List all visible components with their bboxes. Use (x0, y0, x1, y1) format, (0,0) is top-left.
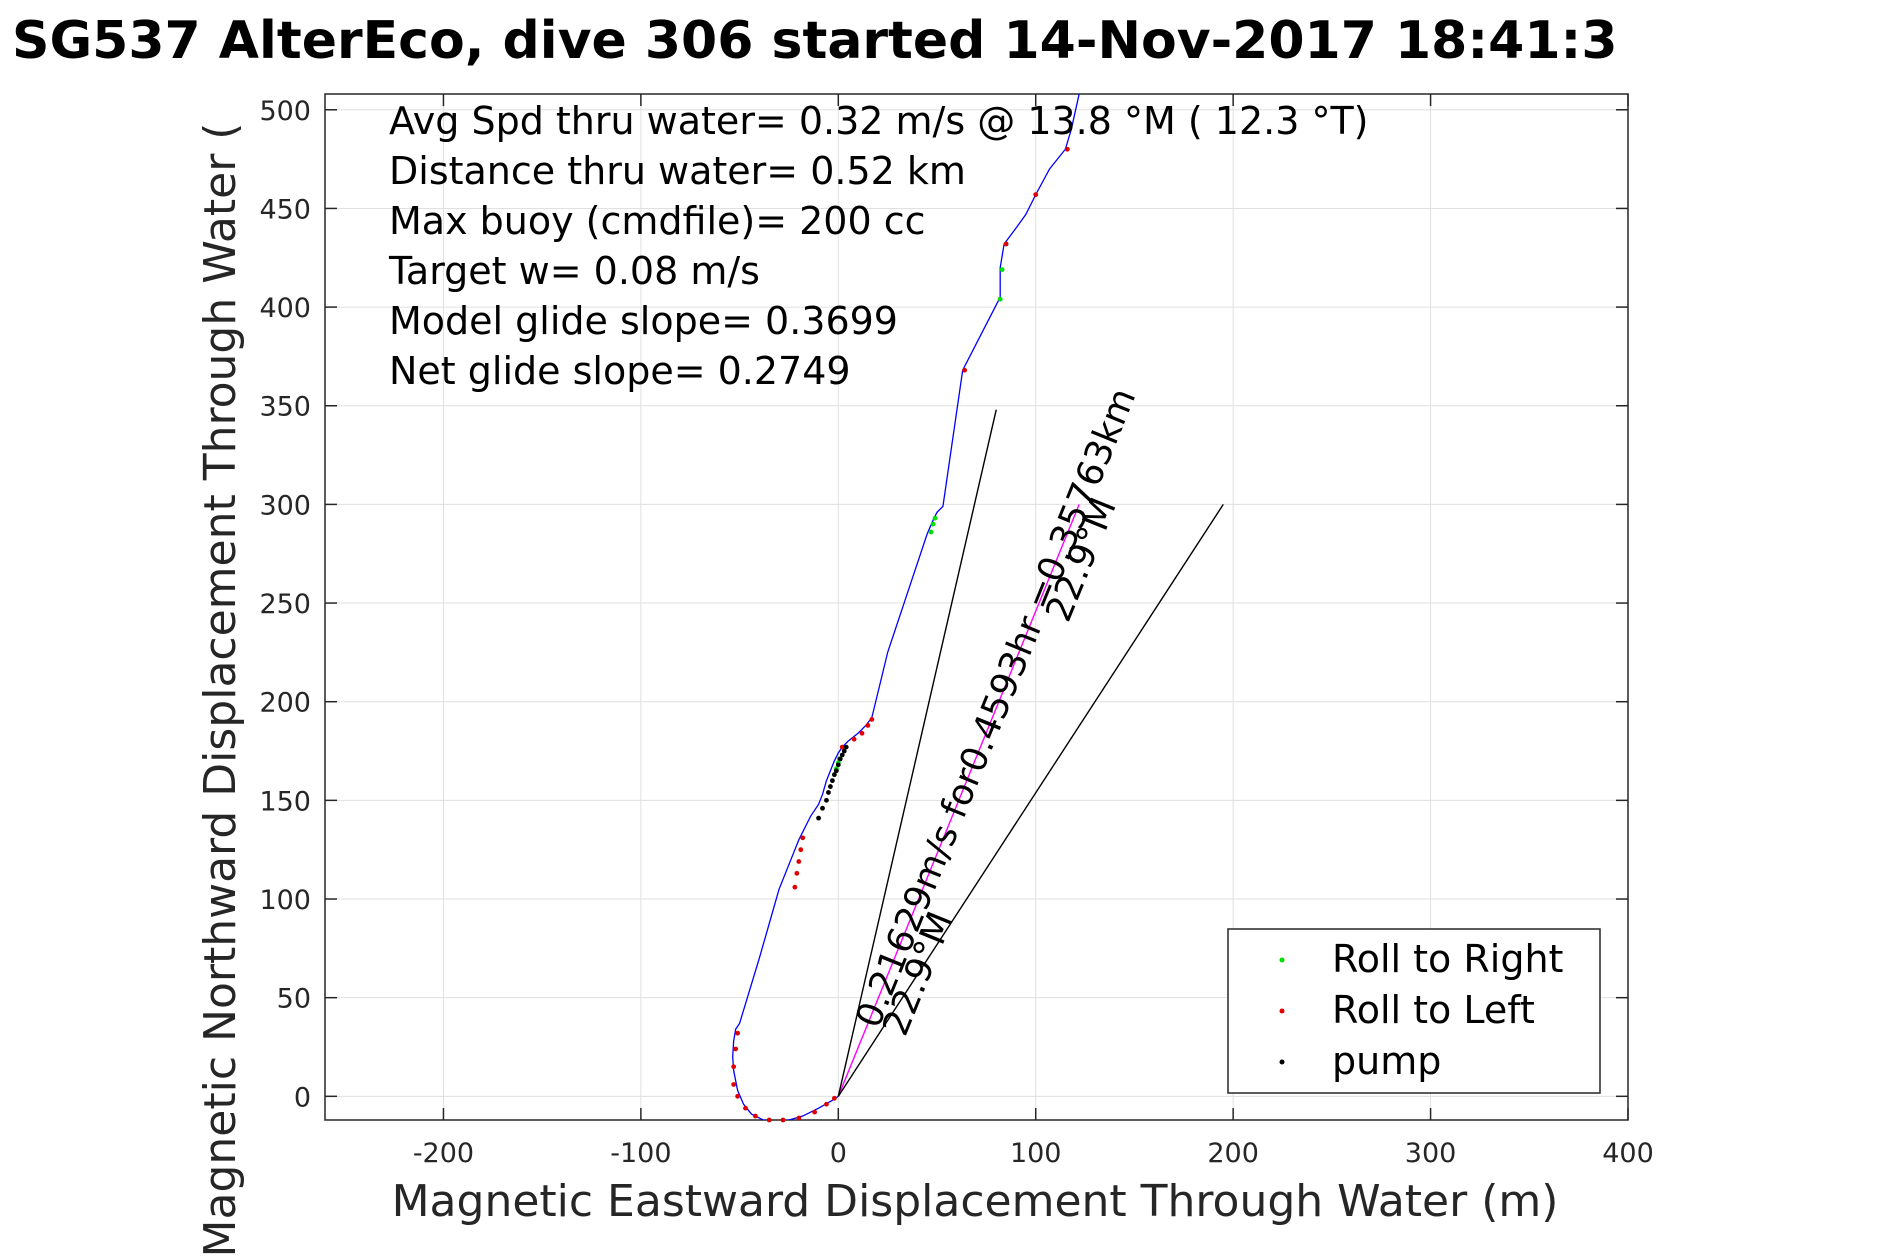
roll-left-point (865, 722, 871, 728)
roll-left-point (869, 717, 875, 722)
pump-point (829, 778, 835, 784)
pump-point (843, 744, 849, 750)
roll-left-point (851, 736, 857, 742)
roll-left-point (733, 1046, 739, 1052)
pump-point (835, 762, 841, 768)
x-tick-label: 400 (1602, 1138, 1654, 1169)
x-tick-label: 200 (1207, 1138, 1259, 1169)
y-tick-label: 250 (259, 589, 311, 620)
info-line: Model glide slope= 0.3699 (389, 299, 898, 343)
roll-right-point (999, 267, 1005, 273)
legend-marker-roll-right (1279, 957, 1285, 963)
markers (731, 146, 1070, 1123)
roll-left-point (1064, 146, 1070, 152)
heading-line-1 (837, 409, 997, 1097)
plot-frame (324, 93, 1629, 1121)
roll-left-point (743, 1105, 748, 1111)
y-tick-label: 150 (259, 786, 311, 817)
x-tick-label: -100 (610, 1138, 671, 1169)
roll-left-point (1003, 241, 1009, 247)
roll-right-point (928, 529, 934, 535)
roll-left-point (824, 1101, 829, 1107)
roll-left-point (735, 1093, 741, 1099)
pump-point (839, 752, 845, 758)
track-line (732, 94, 1080, 1120)
roll-right-point (997, 296, 1003, 302)
roll-left-point (731, 1082, 737, 1087)
x-tick-label: 300 (1405, 1138, 1457, 1169)
roll-left-point (735, 1030, 741, 1036)
info-line: Target w= 0.08 m/s (388, 249, 760, 293)
roll-left-point (780, 1117, 786, 1123)
roll-left-point (792, 884, 798, 890)
x-axis-label: Magnetic Eastward Displacement Through W… (392, 1176, 1559, 1227)
y-axis-label: Magnetic Northward Displacement Through … (195, 123, 246, 1258)
grid (325, 94, 1629, 1120)
roll-left-point (731, 1064, 737, 1070)
roll-left-point (1033, 192, 1039, 198)
info-line: Net glide slope= 0.2749 (389, 349, 851, 393)
roll-left-point (796, 1115, 802, 1121)
current-vector (837, 504, 1080, 1097)
x-tick-label: -200 (413, 1138, 474, 1169)
x-tick-label: 0 (830, 1138, 847, 1169)
pump-point (837, 756, 843, 762)
y-tick-label: 100 (259, 885, 311, 916)
info-line: Avg Spd thru water= 0.32 m/s @ 13.8 °M (… (389, 99, 1369, 143)
roll-left-point (859, 730, 865, 736)
current-speed-annotation: 0.21629m/s for0.4593hr =0.35763km (848, 383, 1144, 1034)
pump-point (841, 748, 847, 754)
y-tick-label: 400 (259, 293, 311, 324)
y-tick-label: 350 (259, 392, 311, 423)
y-tick-label: 300 (259, 490, 311, 521)
roll-left-point (962, 367, 968, 373)
info-line: Max buoy (cmdfile)= 200 cc (389, 199, 926, 243)
y-tick-label: 50 (277, 984, 311, 1015)
roll-left-point (766, 1117, 772, 1123)
pump-point (833, 768, 839, 774)
roll-left-point (812, 1109, 818, 1115)
roll-left-point (798, 847, 804, 853)
y-tick-label: 200 (259, 688, 311, 719)
roll-right-point (932, 515, 938, 521)
pump-point (820, 805, 825, 811)
pump-point (828, 784, 833, 789)
legend-label-roll-left: Roll to Left (1332, 988, 1535, 1032)
legend-label-pump: pump (1332, 1039, 1441, 1083)
roll-left-point (800, 835, 806, 841)
legend-label-roll-right: Roll to Right (1332, 937, 1563, 981)
legend: Roll to Right Roll to Left pump (1227, 928, 1601, 1094)
roll-left-point (831, 1095, 837, 1101)
pump-point (826, 790, 831, 795)
legend-marker-pump (1279, 1059, 1285, 1065)
roll-left-point (796, 859, 802, 864)
info-line: Distance thru water= 0.52 km (389, 149, 966, 193)
roll-left-point (839, 744, 845, 750)
info-box: Avg Spd thru water= 0.32 m/s @ 13.8 °M (… (388, 99, 1369, 393)
pump-point (816, 815, 821, 821)
y-tick-label: 450 (259, 194, 311, 225)
roll-left-point (794, 870, 800, 876)
track (732, 94, 1080, 1120)
heading-line-2 (837, 504, 1224, 1097)
legend-marker-roll-left (1279, 1008, 1285, 1014)
ticks: -200 -100 0 100 200 300 400 0 50 100 150 200 250 300 3… (259, 94, 1654, 1169)
roll-left-point (752, 1113, 758, 1119)
pump-point (831, 772, 837, 778)
chart-title: SG537 AlterEco, dive 306 started 14-Nov-… (12, 11, 1618, 71)
roll-right-point (930, 521, 936, 527)
y-tick-label: 0 (294, 1082, 311, 1113)
legend-box (1227, 928, 1601, 1094)
pump-point (824, 797, 829, 803)
vectors (837, 409, 1224, 1097)
x-tick-label: 100 (1010, 1138, 1062, 1169)
y-tick-label: 500 (259, 96, 311, 127)
